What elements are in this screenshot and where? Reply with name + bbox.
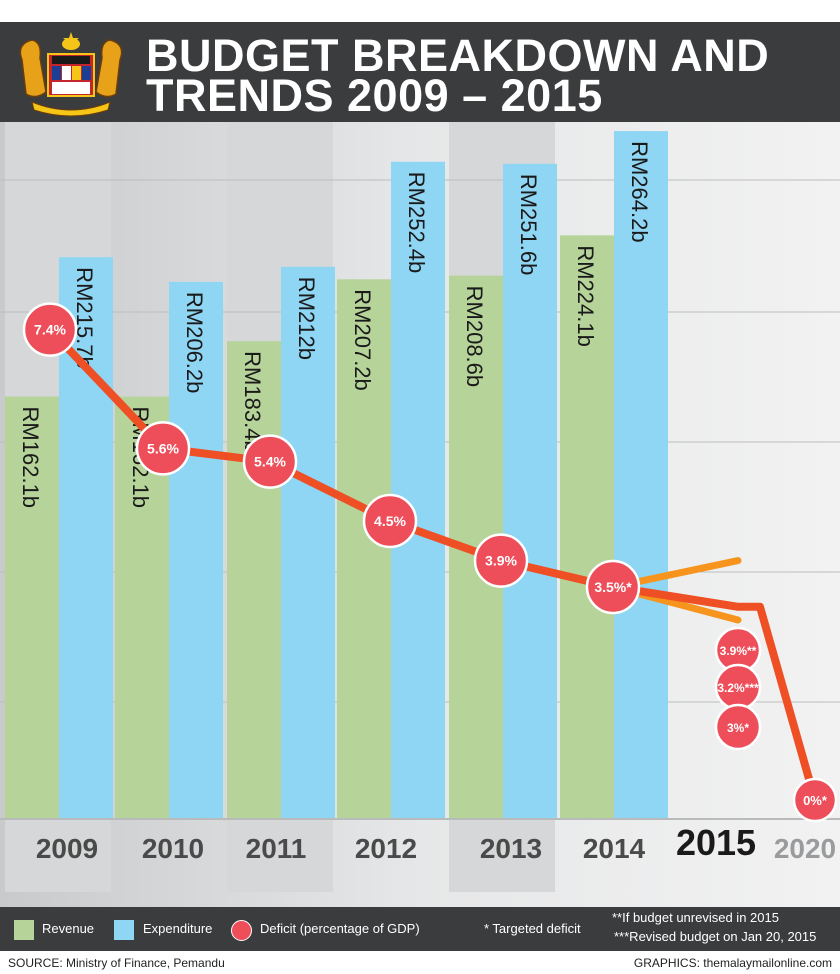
expenditure-value-label: RM212b	[294, 277, 319, 360]
deficit-marker-circle	[473, 533, 529, 588]
chart-title-line1: BUDGET BREAKDOWN AND	[146, 30, 770, 81]
year-label-2015: 2015	[676, 822, 756, 863]
malaysia-crest-logo	[19, 32, 123, 117]
revenue-bar	[227, 341, 281, 818]
deficit-marker: 3%*	[714, 703, 762, 751]
legend-expenditure-swatch	[114, 920, 134, 940]
year-label: 2010	[142, 833, 204, 864]
deficit-value-label: 7.4%	[34, 322, 66, 338]
deficit-marker: 3.2%***	[714, 663, 762, 711]
deficit-marker-circle	[22, 302, 78, 357]
legend-targeted-note: * Targeted deficit	[484, 921, 581, 936]
expenditure-bar	[503, 163, 557, 819]
revenue-value-label: RM183.4b	[240, 351, 265, 453]
revenue-value-label: RM208.6b	[462, 286, 487, 388]
revenue-value-label: RM162.1b	[18, 407, 43, 509]
deficit-value-label: 4.5%	[374, 513, 406, 529]
deficit-marker: 0%*	[792, 777, 838, 823]
header-bar	[0, 22, 840, 122]
deficit-marker-circle	[714, 703, 762, 751]
year-label: 2009	[36, 833, 98, 864]
legend-deficit-swatch	[231, 920, 252, 941]
deficit-marker: 3.9%**	[714, 626, 762, 674]
expenditure-value-label: RM252.4b	[404, 172, 429, 274]
deficit-value-label: 3%*	[727, 721, 749, 735]
legend-note-unrevised: **If budget unrevised in 2015	[612, 910, 779, 925]
deficit-marker: 4.5%	[362, 493, 418, 549]
expenditure-value-label: RM264.2b	[627, 141, 652, 243]
year-label: 2011	[246, 833, 307, 864]
deficit-value-label: 3.9%	[485, 553, 517, 569]
deficit-marker: 3.9%	[473, 533, 529, 588]
deficit-value-label: 3.5%*	[594, 579, 632, 595]
deficit-marker-circle	[792, 777, 838, 823]
year-label: 2014	[583, 833, 646, 864]
revenue-bar	[337, 279, 391, 818]
expenditure-value-label: RM206.2b	[182, 292, 207, 394]
year-label: 2012	[355, 833, 417, 864]
source-note: SOURCE: Ministry of Finance, Pemandu	[8, 956, 225, 970]
deficit-value-label: 5.4%	[254, 454, 286, 470]
revenue-bar	[5, 396, 59, 818]
legend-revenue-swatch	[14, 920, 34, 940]
deficit-marker-circle	[362, 493, 418, 549]
baseline	[0, 818, 840, 820]
expenditure-bar	[614, 131, 668, 818]
deficit-value-label: 3.9%**	[720, 644, 757, 658]
deficit-marker-circle	[135, 421, 191, 476]
deficit-marker-circle	[585, 559, 641, 615]
revenue-value-label: RM224.1b	[573, 245, 598, 347]
legend-revenue-label: Revenue	[42, 921, 95, 936]
expenditure-bar	[391, 161, 445, 818]
deficit-value-label: 5.6%	[147, 440, 179, 456]
expenditure-bar	[281, 266, 335, 818]
deficit-value-label: 3.2%***	[717, 681, 759, 695]
deficit-marker: 5.4%	[242, 434, 298, 489]
deficit-marker: 5.6%	[135, 421, 191, 476]
legend-note-revised: ***Revised budget on Jan 20, 2015	[614, 929, 817, 944]
revenue-bar	[560, 235, 614, 819]
graphics-credit: GRAPHICS: themalaymailonline.com	[633, 956, 832, 970]
deficit-value-label: 0%*	[803, 793, 828, 808]
legend-deficit-label: Deficit (percentage of GDP)	[260, 921, 420, 936]
chart-title-line2: TRENDS 2009 – 2015	[146, 70, 603, 121]
year-label: 2013	[480, 833, 542, 864]
deficit-marker-circle	[242, 434, 298, 489]
legend-expenditure-label: Expenditure	[143, 921, 213, 936]
deficit-marker: 7.4%	[22, 302, 78, 357]
legend-bar	[0, 907, 840, 951]
deficit-marker: 3.5%*	[585, 559, 641, 615]
revenue-value-label: RM207.2b	[350, 289, 375, 391]
expenditure-bar	[169, 281, 223, 818]
year-label-2020: 2020	[774, 833, 836, 864]
expenditure-value-label: RM251.6b	[516, 174, 541, 276]
